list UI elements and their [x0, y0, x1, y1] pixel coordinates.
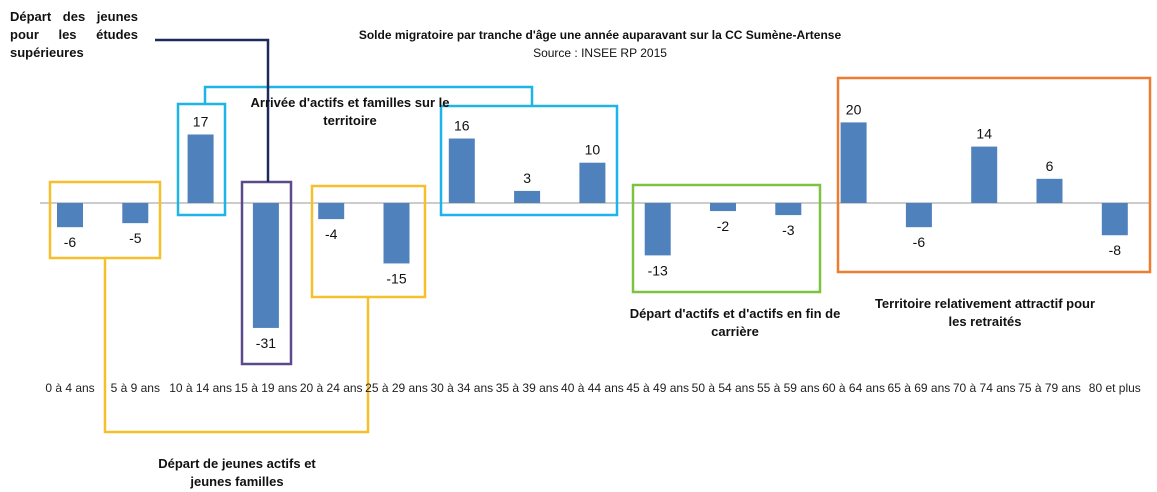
annotation: Territoire relativement attractif pour l… — [874, 296, 1096, 329]
bar — [383, 203, 410, 264]
bar — [775, 203, 802, 216]
bar — [971, 146, 998, 203]
x-tick-label: 55 à 59 ans — [756, 381, 820, 395]
value-label: 20 — [846, 101, 862, 117]
bar — [448, 138, 475, 203]
x-tick-label: 70 à 74 ans — [952, 381, 1016, 395]
annotation: Départ de jeunes actifs et jeunes famill… — [158, 456, 316, 489]
x-tick-label: 75 à 79 ans — [1018, 381, 1081, 395]
box-green — [631, 183, 822, 294]
value-label: 3 — [523, 170, 531, 186]
x-tick-label: 15 à 19 ans — [234, 381, 298, 395]
x-tick-label: 25 à 29 ans — [365, 381, 428, 395]
bar — [514, 190, 541, 203]
bar — [579, 162, 606, 203]
value-label: 16 — [454, 118, 470, 134]
value-label: -2 — [717, 218, 730, 234]
bar — [318, 203, 345, 220]
value-label: -4 — [325, 226, 338, 242]
x-tick-label: 50 à 54 ans — [691, 381, 755, 395]
bar — [905, 203, 932, 228]
box-blue — [176, 102, 227, 217]
annotation: Départ des jeunes pour les études supéri… — [10, 9, 138, 60]
value-label: 14 — [976, 126, 992, 142]
bar — [1036, 178, 1063, 203]
value-label: -15 — [386, 270, 406, 286]
x-tick-label: 45 à 49 ans — [626, 381, 690, 395]
bar — [122, 203, 149, 224]
x-tick-label: 5 à 9 ans — [110, 381, 160, 395]
bar — [252, 203, 279, 328]
bar — [710, 203, 736, 212]
bar — [1101, 203, 1128, 236]
bar — [187, 134, 214, 203]
chart-subtitle: Source : INSEE RP 2015 — [533, 46, 667, 60]
bar — [840, 122, 867, 203]
bar — [644, 203, 671, 256]
connector-navy — [155, 38, 270, 182]
connector-yellow — [103, 258, 370, 434]
value-label: -3 — [782, 222, 795, 238]
box-blue — [439, 104, 619, 217]
bar — [57, 203, 83, 228]
x-tick-label: 65 à 69 ans — [887, 381, 951, 395]
value-label: -8 — [1109, 242, 1122, 258]
x-tick-label: 20 à 24 ans — [299, 381, 363, 395]
box-orange — [836, 76, 1152, 274]
value-label: -6 — [64, 234, 77, 250]
x-tick-label: 30 à 34 ans — [430, 381, 494, 395]
box-purple — [240, 180, 293, 366]
connector-blue — [203, 85, 534, 106]
value-label: -13 — [648, 262, 668, 278]
annotation: Départ d'actifs et d'actifs en fin de ca… — [629, 306, 841, 339]
chart-title: Solde migratoire par tranche d'âge une a… — [358, 28, 842, 42]
x-tick-label: 10 à 14 ans — [169, 381, 232, 395]
x-tick-label: 35 à 39 ans — [495, 381, 559, 395]
x-tick-label: 60 à 64 ans — [822, 381, 885, 395]
value-label: -5 — [129, 230, 142, 246]
value-label: 17 — [193, 113, 209, 129]
value-label: -6 — [913, 234, 926, 250]
x-tick-label: 40 à 44 ans — [561, 381, 624, 395]
annotation: Arrivée d'actifs et familles sur le terr… — [250, 95, 450, 128]
x-tick-label: 0 à 4 ans — [45, 381, 95, 395]
value-label: 6 — [1046, 158, 1054, 174]
x-tick-label: 80 et plus — [1088, 381, 1141, 395]
value-label: 10 — [585, 142, 601, 158]
value-label: -31 — [256, 335, 276, 351]
